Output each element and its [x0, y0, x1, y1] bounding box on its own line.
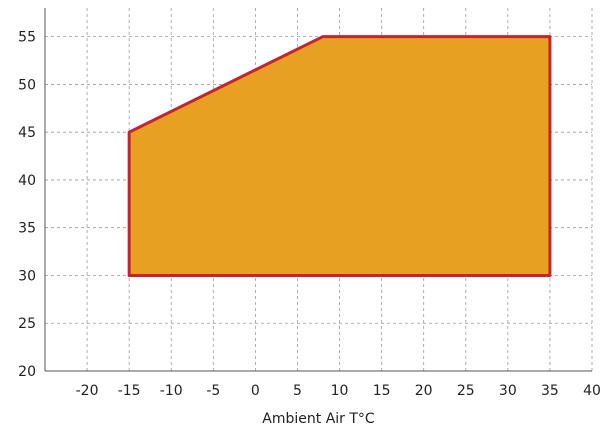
- x-tick-label: 20: [415, 383, 433, 399]
- y-tick-label: 40: [18, 173, 36, 189]
- axes: [44, 8, 592, 372]
- y-tick-label: 50: [18, 77, 36, 93]
- x-tick-label: 10: [331, 383, 349, 399]
- y-tick-label: 25: [18, 316, 36, 332]
- x-tick-label: -15: [118, 383, 141, 399]
- y-tick-label: 30: [18, 268, 36, 284]
- x-tick-label: -10: [160, 383, 183, 399]
- x-tick-label: 15: [373, 383, 391, 399]
- operating-envelope-area: [127, 35, 552, 277]
- x-tick-label: 0: [251, 383, 260, 399]
- x-tick-label: 25: [457, 383, 475, 399]
- y-tick-label: 20: [18, 364, 36, 380]
- y-tick-label: 45: [18, 125, 36, 141]
- x-axis-title: Ambient Air T°C: [262, 411, 375, 427]
- x-tick-label: 30: [499, 383, 517, 399]
- x-tick-label: -20: [76, 383, 99, 399]
- y-tick-labels: 20 25 30 35 40 45 50 55: [18, 30, 36, 380]
- y-tick-label: 55: [18, 30, 36, 46]
- x-tick-label: -5: [206, 383, 220, 399]
- x-tick-labels: -20 -15 -10 -5 0 5 10 15 20 25 30 35 40: [76, 383, 601, 399]
- plot-area: [127, 35, 552, 277]
- y-tick-label: 35: [18, 221, 36, 237]
- x-tick-label: 5: [293, 383, 302, 399]
- x-tick-label: 35: [541, 383, 559, 399]
- x-tick-label: 40: [583, 383, 601, 399]
